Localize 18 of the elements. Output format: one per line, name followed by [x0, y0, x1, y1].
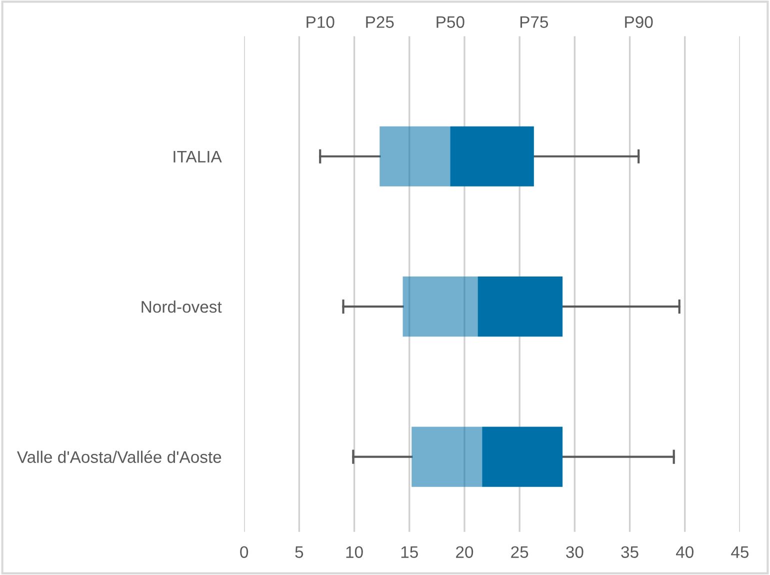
x-tick-label: 45: [731, 546, 749, 558]
y-tick-label: Nord-ovest: [142, 300, 222, 313]
x-tick-label: 30: [566, 546, 584, 558]
x-tick-label: 5: [295, 546, 304, 558]
x-tick-label: 40: [676, 546, 694, 558]
x-tick-label: 0: [240, 546, 248, 558]
y-tick-label: Valle d'Aosta/Vallée d'Aoste: [16, 450, 222, 463]
x-tick-label: 15: [401, 546, 418, 558]
text: P50: [436, 16, 464, 28]
x-tick-label: 10: [346, 546, 363, 558]
text: P90: [625, 16, 653, 28]
text: P10: [306, 16, 334, 28]
x-tick-label: 20: [456, 546, 474, 558]
x-tick-label: 25: [511, 546, 528, 558]
text: P25: [366, 16, 394, 28]
text: P75: [520, 16, 548, 28]
y-tick-label: ITALIA: [174, 150, 222, 162]
x-tick-label: 35: [621, 546, 638, 558]
